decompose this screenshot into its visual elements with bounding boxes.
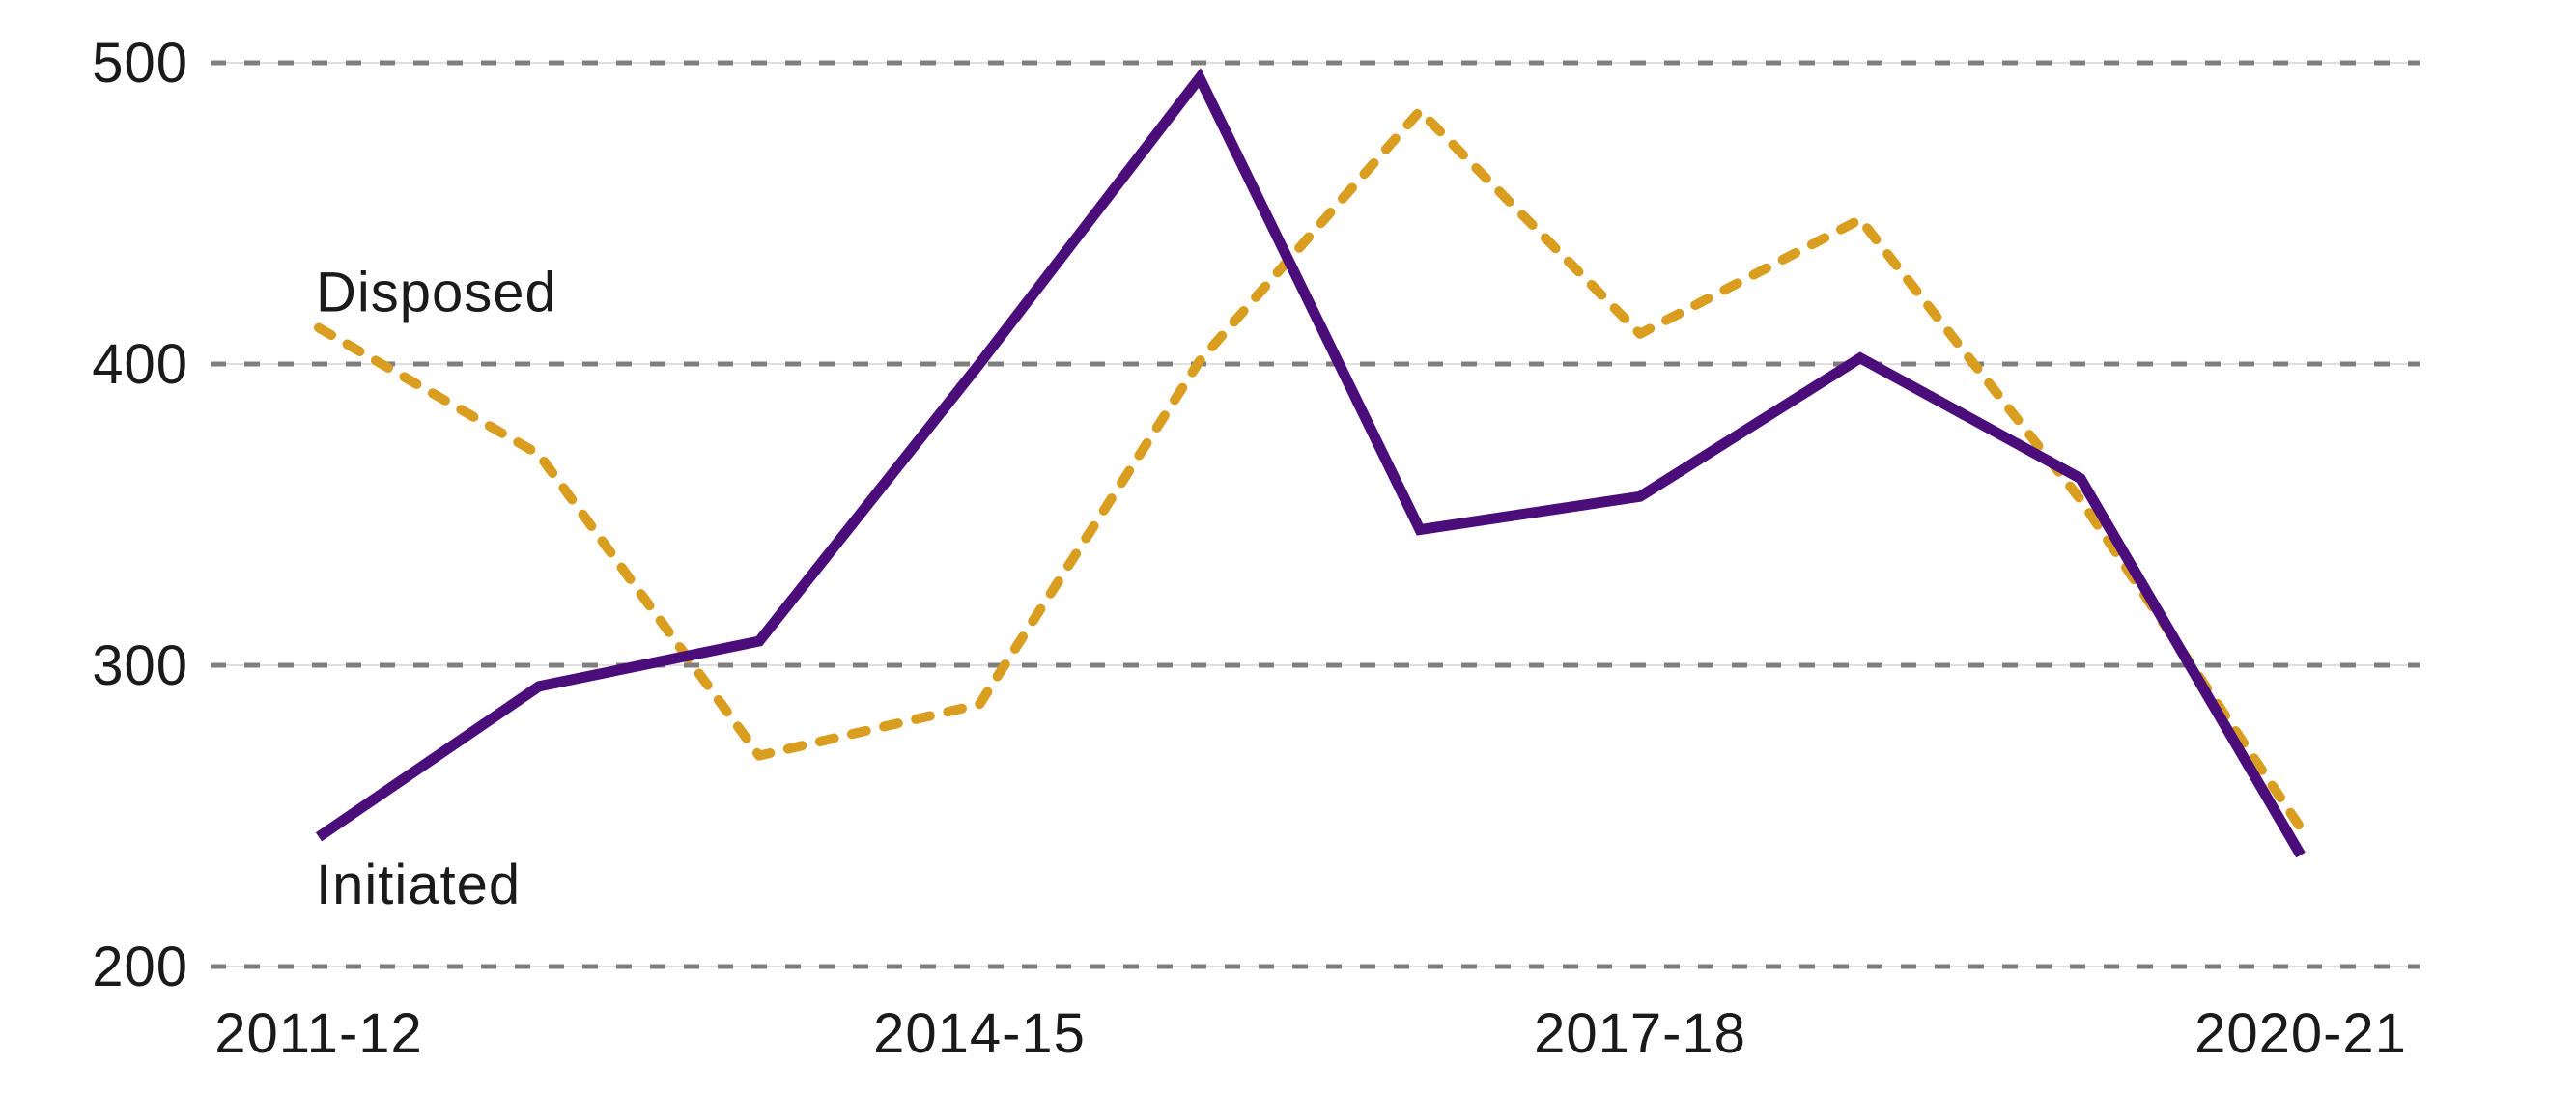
series-label-disposed: Disposed [316, 262, 557, 324]
y-tick-label-200: 200 [92, 936, 188, 998]
y-tick-label-500: 500 [92, 32, 188, 95]
series-line-disposed [314, 105, 2306, 833]
y-tick-label-300: 300 [92, 634, 188, 697]
series-line-initiated [315, 68, 2306, 858]
series-label-initiated: Initiated [316, 854, 521, 916]
x-tick-label-2017-18: 2017-18 [1534, 1002, 1746, 1065]
x-tick-label-2014-15: 2014-15 [873, 1002, 1086, 1065]
x-tick-label-2020-21: 2020-21 [2194, 1002, 2407, 1065]
x-tick-label-2011-12: 2011-12 [214, 1002, 423, 1065]
y-tick-label-400: 400 [92, 333, 188, 396]
